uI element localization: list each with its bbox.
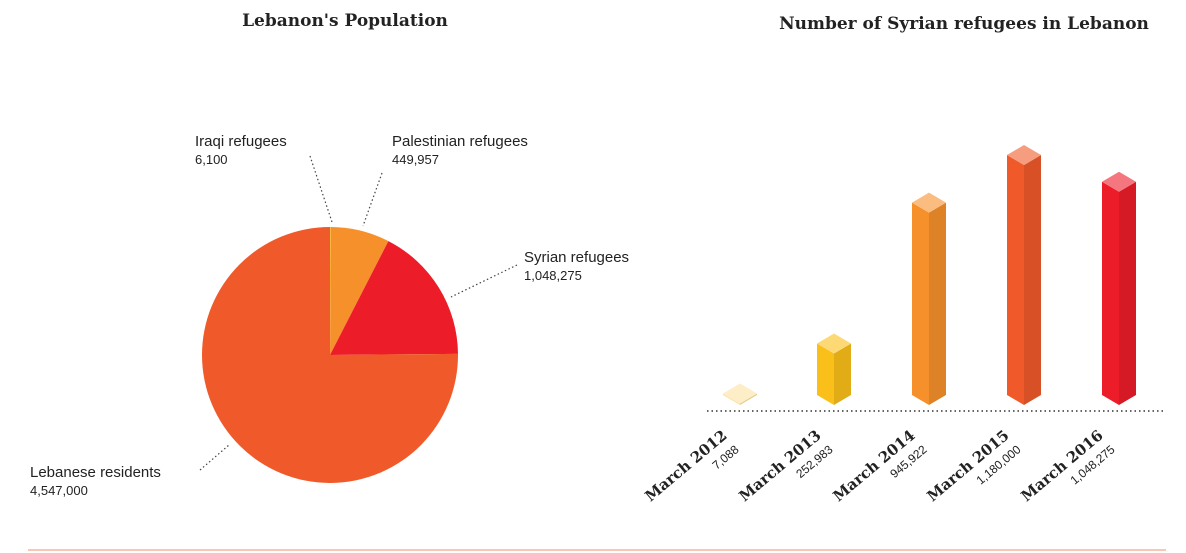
bar-face-right	[1119, 181, 1136, 405]
bar-face-right	[834, 343, 851, 405]
slice-value-iraqi: 6,100	[195, 152, 228, 167]
pie-slice-syrian	[330, 241, 458, 355]
slice-value-lebanese: 4,547,000	[30, 483, 88, 498]
bar-face-right	[929, 202, 946, 405]
leader-line-palestinian	[362, 172, 383, 227]
bar-march-2013	[817, 333, 851, 405]
slice-label-iraqi: Iraqi refugees	[195, 133, 287, 150]
leader-line-syrian	[450, 264, 518, 298]
bar-label-2015: March 2015 1,180,000	[923, 426, 1023, 505]
bar-top-cap	[817, 333, 851, 354]
bar-label-2012: March 2012 7,088	[641, 426, 741, 505]
bar-top-cap	[1102, 171, 1136, 192]
slice-value-palestinian: 449,957	[392, 152, 439, 167]
pie-chart	[202, 227, 459, 483]
leader-line-iraqi	[309, 155, 333, 223]
bar-label-2016: March 2016 1,048,275	[1017, 426, 1117, 505]
slice-label-lebanese: Lebanese residents	[30, 464, 161, 481]
bar-face-left	[723, 393, 740, 405]
bar-face-right	[740, 393, 757, 405]
slice-label-palestinian: Palestinian refugees	[392, 133, 528, 150]
bar-march-2015	[1007, 145, 1041, 405]
slice-value-syrian: 1,048,275	[524, 268, 582, 283]
bar-top-cap	[912, 192, 946, 213]
pie-slice-lebanese	[202, 227, 459, 483]
bar-face-left	[1007, 155, 1024, 405]
bar-label-2013: March 2013 252,983	[735, 426, 835, 505]
slice-label-syrian: Syrian refugees	[524, 249, 629, 266]
bar-face-left	[817, 343, 834, 405]
bar-march-2012	[723, 383, 757, 405]
bar-march-2016	[1102, 171, 1136, 405]
bar-march-2014	[912, 192, 946, 405]
bar-face-left	[1102, 181, 1119, 405]
bar-top-cap	[1007, 145, 1041, 165]
bar-face-left	[912, 202, 929, 405]
pie-slice-palestinian	[330, 227, 389, 355]
pie-slice-iraqi	[330, 227, 331, 355]
bar-top-cap	[723, 383, 757, 404]
bar-label-2014: March 2014 945,922	[829, 426, 929, 505]
bar-chart	[723, 145, 1136, 405]
pie-chart-title: Lebanon's Population	[242, 11, 448, 31]
bar-chart-title: Number of Syrian refugees in Lebanon	[779, 14, 1149, 34]
bar-face-right	[1024, 155, 1041, 405]
leader-line-lebanese	[199, 444, 230, 471]
